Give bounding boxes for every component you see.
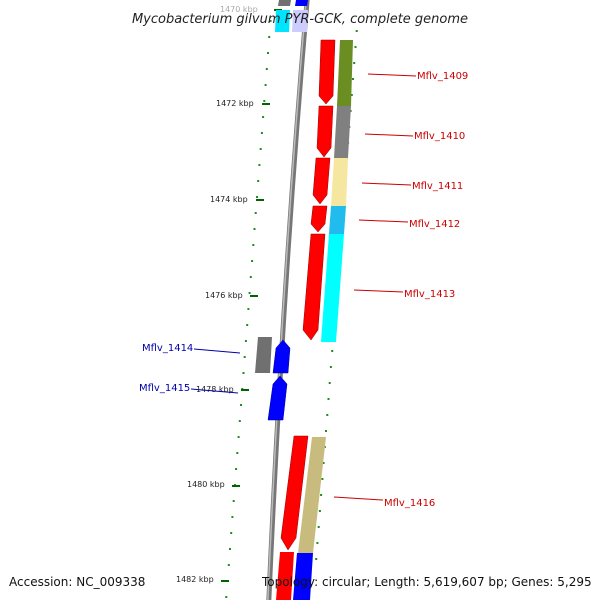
scale-dot bbox=[227, 564, 230, 566]
scale-dot bbox=[258, 164, 261, 166]
scale-dot bbox=[256, 196, 258, 198]
partial-gene-top-blue bbox=[295, 0, 308, 6]
inner-scale-dot bbox=[353, 62, 356, 64]
inner-scale-dot bbox=[354, 46, 357, 48]
accession-text: Accession: NC_009338 bbox=[9, 575, 145, 589]
genome-summary-text: Topology: circular; Length: 5,619,607 bp… bbox=[261, 575, 592, 589]
cds-mflv-1414[interactable] bbox=[272, 339, 291, 374]
scale-dot bbox=[267, 52, 269, 54]
inner-scale-dot bbox=[327, 398, 330, 400]
cog-mflv-1412[interactable] bbox=[329, 206, 346, 234]
partial-gene-top-gray bbox=[278, 0, 291, 6]
cds-mflv-1411[interactable] bbox=[312, 157, 331, 205]
scale-dot bbox=[229, 548, 231, 550]
cds-mflv-1413[interactable] bbox=[302, 233, 326, 341]
cds-mflv-1412[interactable] bbox=[310, 205, 328, 233]
cds-partial-bottom-red bbox=[276, 552, 294, 600]
scale-dot bbox=[249, 276, 252, 278]
scale-dot bbox=[242, 372, 245, 374]
label-mflv-1414[interactable]: Mflv_1414 bbox=[142, 343, 193, 354]
scale-dot bbox=[259, 148, 262, 150]
scale-dot bbox=[260, 132, 263, 134]
tick-label-1472: 1472 kbp bbox=[216, 99, 254, 108]
label-mflv-1410[interactable]: Mflv_1410 bbox=[414, 131, 465, 142]
inner-scale-dot bbox=[320, 494, 323, 496]
inner-scale-dot bbox=[315, 558, 318, 560]
cog-partial-bottom-blue bbox=[293, 553, 313, 600]
cog-mflv-1410[interactable] bbox=[334, 106, 351, 158]
scale-ticks: 1470 kbp 1472 kbp 1474 kbp 1476 kbp 1478… bbox=[176, 5, 282, 584]
tick-label-1480: 1480 kbp bbox=[187, 480, 225, 489]
cds-mflv-1410[interactable] bbox=[316, 105, 334, 158]
scale-dot bbox=[268, 36, 271, 38]
inner-scale-dot bbox=[329, 366, 332, 368]
cds-mflv-1416[interactable] bbox=[280, 435, 309, 551]
cog-mflv-1414[interactable] bbox=[255, 337, 272, 373]
cds-mflv-1409[interactable] bbox=[318, 39, 336, 105]
scale-dot bbox=[246, 324, 249, 326]
label-mflv-1412[interactable]: Mflv_1412 bbox=[409, 219, 460, 230]
scale-dot bbox=[247, 308, 250, 310]
scale-dot bbox=[257, 180, 260, 182]
scale-dot bbox=[230, 532, 233, 534]
cog-mflv-1411[interactable] bbox=[331, 158, 348, 206]
tick-label-1478: 1478 kbp bbox=[196, 385, 234, 394]
inner-scale-dot bbox=[350, 94, 353, 96]
tick-label-1474: 1474 kbp bbox=[210, 195, 248, 204]
scale-dot bbox=[244, 340, 247, 342]
label-mflv-1413[interactable]: Mflv_1413 bbox=[404, 289, 455, 300]
scale-dot bbox=[265, 68, 268, 70]
scale-dot bbox=[231, 516, 234, 518]
label-mflv-1409[interactable]: Mflv_1409 bbox=[417, 71, 468, 82]
scale-dot bbox=[248, 292, 251, 294]
partial-gene-top-lavender bbox=[292, 10, 308, 32]
inner-scale-dot bbox=[317, 526, 320, 528]
scale-dot bbox=[232, 500, 235, 502]
inner-scale-dot bbox=[316, 542, 319, 544]
scale-dot bbox=[237, 436, 240, 438]
scale-dot bbox=[251, 260, 254, 262]
partial-gene-top-cyan bbox=[275, 10, 290, 32]
scale-dot bbox=[240, 404, 242, 406]
cog-mflv-1416[interactable] bbox=[298, 437, 326, 553]
genome-backbone bbox=[266, 0, 310, 600]
inner-scale-dot bbox=[355, 30, 358, 32]
tick-label-1470: 1470 kbp bbox=[220, 5, 258, 14]
scale-dot bbox=[262, 116, 265, 118]
scale-dot bbox=[235, 468, 238, 470]
inner-scale-dot bbox=[318, 510, 321, 512]
cds-mflv-1415[interactable] bbox=[267, 375, 288, 421]
scale-dot bbox=[264, 84, 267, 86]
tick-label-1482: 1482 kbp bbox=[176, 575, 214, 584]
scale-dot bbox=[252, 244, 255, 246]
cog-mflv-1413[interactable] bbox=[321, 234, 344, 342]
scale-dot bbox=[263, 100, 266, 102]
inner-scale-dot bbox=[326, 414, 329, 416]
scale-dot bbox=[243, 356, 246, 358]
tick-label-1476: 1476 kbp bbox=[205, 291, 243, 300]
inner-scale-dot bbox=[325, 430, 327, 432]
inner-scale-dot bbox=[328, 382, 331, 384]
map-title: Mycobacterium gilvum PYR-GCK, complete g… bbox=[132, 12, 468, 27]
inner-scale-dot bbox=[321, 478, 324, 480]
inner-scale-dot bbox=[331, 350, 334, 352]
scale-dot bbox=[238, 420, 241, 422]
cog-mflv-1409[interactable] bbox=[337, 40, 353, 106]
inner-scale-dot bbox=[322, 462, 325, 464]
scale-dot bbox=[253, 228, 256, 230]
scale-dot bbox=[254, 212, 257, 214]
label-mflv-1411[interactable]: Mflv_1411 bbox=[412, 181, 463, 192]
scale-dot bbox=[236, 452, 239, 454]
inner-scale-dot bbox=[352, 78, 354, 80]
label-mflv-1415[interactable]: Mflv_1415 bbox=[139, 383, 190, 394]
label-mflv-1416[interactable]: Mflv_1416 bbox=[384, 498, 435, 509]
scale-dot bbox=[225, 596, 228, 598]
scale-dot bbox=[269, 20, 272, 22]
